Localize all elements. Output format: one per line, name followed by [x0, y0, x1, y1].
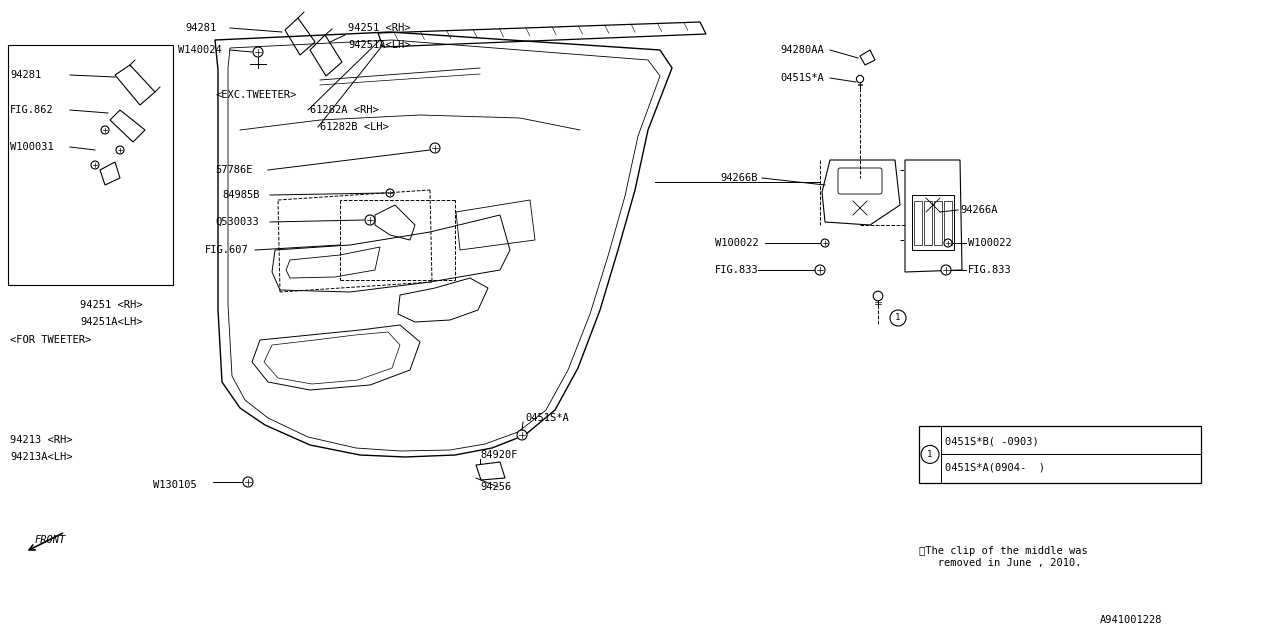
Text: FIG.833: FIG.833	[716, 265, 759, 275]
Text: 94251A<LH>: 94251A<LH>	[79, 317, 142, 327]
Text: 94256: 94256	[480, 482, 511, 492]
Text: ※The clip of the middle was
   removed in June , 2010.: ※The clip of the middle was removed in J…	[919, 546, 1088, 568]
Circle shape	[856, 76, 864, 83]
Text: 94213A<LH>: 94213A<LH>	[10, 452, 73, 462]
Text: 0451S*B( -0903): 0451S*B( -0903)	[945, 436, 1039, 446]
Text: 1: 1	[927, 450, 933, 459]
Bar	[911, 195, 954, 250]
Bar	[8, 45, 173, 285]
Text: 94251 <RH>: 94251 <RH>	[348, 23, 411, 33]
Bar	[919, 426, 1201, 483]
Text: FRONT: FRONT	[35, 535, 67, 545]
Text: W140024: W140024	[178, 45, 221, 55]
Circle shape	[387, 189, 394, 197]
Circle shape	[116, 146, 124, 154]
Text: FIG.833: FIG.833	[968, 265, 1011, 275]
Text: Q530033: Q530033	[215, 217, 259, 227]
Text: 94280AA: 94280AA	[780, 45, 824, 55]
Text: W130105: W130105	[154, 480, 197, 490]
Circle shape	[430, 143, 440, 153]
Text: 84920F: 84920F	[480, 450, 517, 460]
Circle shape	[517, 430, 527, 440]
Text: 94251 <RH>: 94251 <RH>	[79, 300, 142, 310]
Circle shape	[941, 265, 951, 275]
Circle shape	[922, 445, 940, 463]
Circle shape	[91, 161, 99, 169]
Circle shape	[820, 239, 829, 247]
Circle shape	[945, 239, 952, 247]
Text: 94213 <RH>: 94213 <RH>	[10, 435, 73, 445]
Text: A941001228: A941001228	[1100, 615, 1162, 625]
Circle shape	[873, 291, 883, 301]
Text: W100031: W100031	[10, 142, 54, 152]
Text: 94281: 94281	[186, 23, 216, 33]
Text: 61282B <LH>: 61282B <LH>	[320, 122, 389, 132]
Bar	[945, 201, 952, 245]
Text: 61282A <RH>: 61282A <RH>	[310, 105, 379, 115]
Text: 94266A: 94266A	[960, 205, 997, 215]
Bar	[924, 201, 932, 245]
Text: W100022: W100022	[968, 238, 1011, 248]
Text: 0451S*A(0904-  ): 0451S*A(0904- )	[945, 463, 1044, 473]
Text: 84985B: 84985B	[221, 190, 260, 200]
Text: <FOR TWEETER>: <FOR TWEETER>	[10, 335, 91, 345]
Text: 94251A<LH>: 94251A<LH>	[348, 40, 411, 50]
Text: 0451S*A: 0451S*A	[780, 73, 824, 83]
Text: 1: 1	[895, 314, 901, 323]
Text: W100022: W100022	[716, 238, 759, 248]
Text: <EXC.TWEETER>: <EXC.TWEETER>	[215, 90, 296, 100]
Circle shape	[243, 477, 253, 487]
Text: 0451S*A: 0451S*A	[525, 413, 568, 423]
Bar	[914, 201, 922, 245]
Text: 94266B: 94266B	[719, 173, 758, 183]
FancyBboxPatch shape	[838, 168, 882, 194]
Circle shape	[253, 47, 262, 57]
Circle shape	[101, 126, 109, 134]
Text: FIG.862: FIG.862	[10, 105, 54, 115]
Circle shape	[815, 265, 826, 275]
Circle shape	[890, 310, 906, 326]
Text: FIG.607: FIG.607	[205, 245, 248, 255]
Text: 57786E: 57786E	[215, 165, 252, 175]
Text: 94281: 94281	[10, 70, 41, 80]
Circle shape	[365, 215, 375, 225]
Bar	[934, 201, 942, 245]
